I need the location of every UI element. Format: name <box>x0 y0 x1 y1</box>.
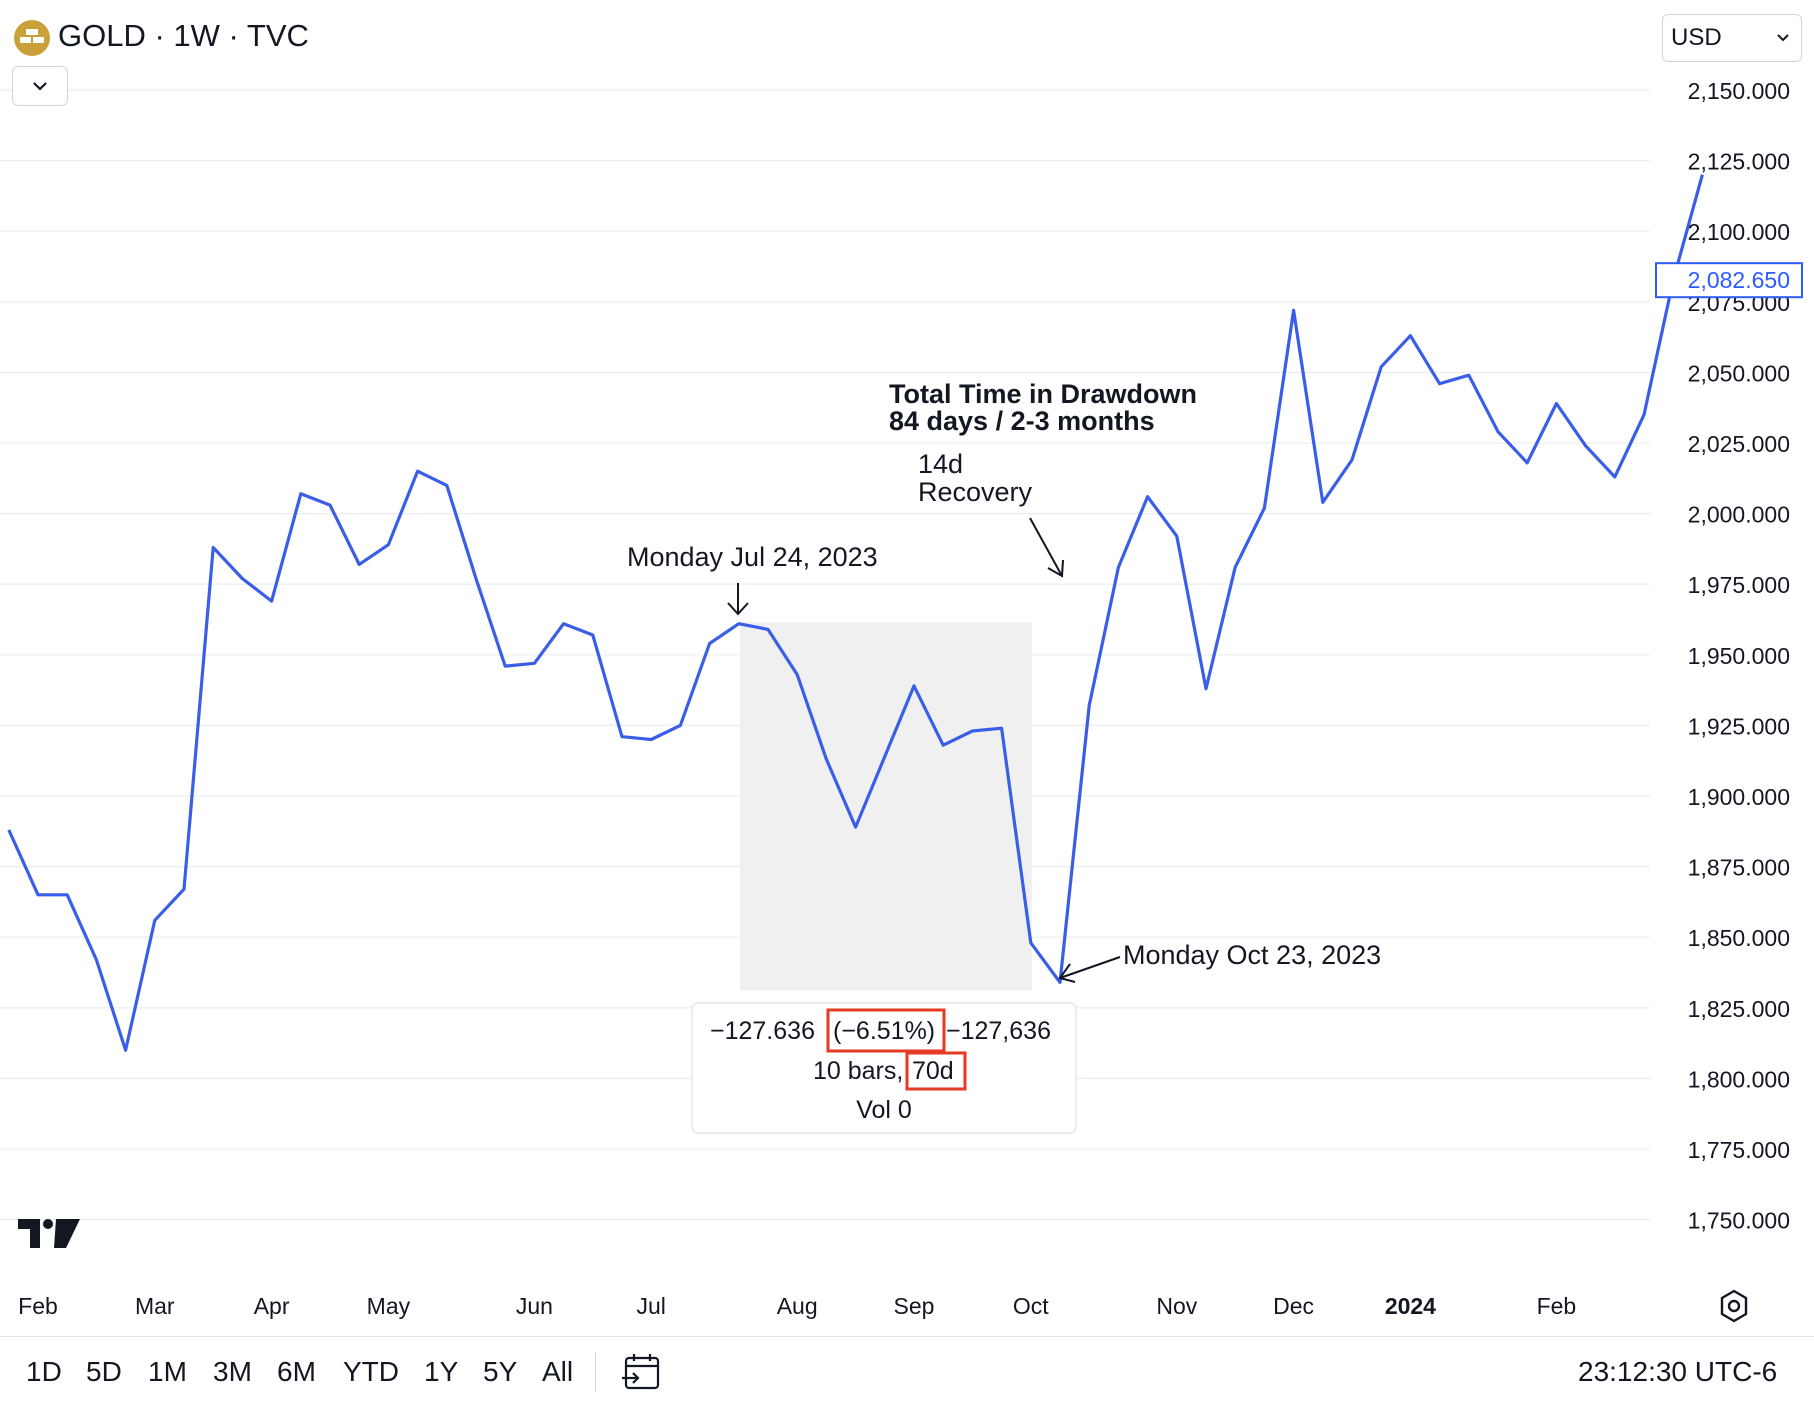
annotation-recovery-days: 14d <box>918 449 963 479</box>
arrow-left-icon <box>1058 956 1121 983</box>
measure-volume: Vol 0 <box>856 1096 912 1124</box>
range-button-5d[interactable]: 5D <box>86 1356 122 1387</box>
y-tick-label: 1,975.000 <box>1688 572 1790 598</box>
x-tick-label: Oct <box>1013 1293 1049 1319</box>
time-axis[interactable]: Feb Mar Apr May Jun Jul Aug Sep Oct Nov Dec 2024 Feb <box>18 1293 1576 1319</box>
measure-tooltip: −127.636 (−6.51%) −127,636 10 bars, 70d … <box>691 1002 1077 1134</box>
arrow-down-icon <box>727 583 749 616</box>
price-series-line <box>7 174 1704 1052</box>
range-button-1y[interactable]: 1Y <box>424 1356 459 1387</box>
x-tick-label: Feb <box>1537 1293 1577 1319</box>
arrow-recovery-icon <box>1029 517 1064 578</box>
annotation-total-title: Total Time in Drawdown <box>889 379 1197 409</box>
y-tick-label: 2,050.000 <box>1688 360 1790 386</box>
annotation-start-date: Monday Jul 24, 2023 <box>627 542 878 572</box>
range-button-6m[interactable]: 6M <box>277 1356 316 1387</box>
measure-change: −127.636 <box>710 1017 815 1045</box>
x-tick-label: May <box>367 1293 411 1319</box>
measure-change-ticks: −127,636 <box>946 1017 1051 1045</box>
annotation-end-date: Monday Oct 23, 2023 <box>1123 940 1381 970</box>
y-tick-label: 1,750.000 <box>1688 1208 1790 1234</box>
annotation-total-value: 84 days / 2-3 months <box>889 406 1155 436</box>
range-button-ytd[interactable]: YTD <box>343 1356 399 1387</box>
tradingview-logo[interactable] <box>18 1216 82 1250</box>
drawdown-range-shade <box>739 622 1032 991</box>
measure-bars: 10 bars, <box>813 1057 903 1085</box>
range-button-all[interactable]: All <box>542 1356 574 1387</box>
calendar-goto-icon[interactable] <box>620 1350 664 1394</box>
x-tick-label: 2024 <box>1385 1293 1436 1319</box>
y-tick-label: 1,950.000 <box>1688 643 1790 669</box>
last-price-tag: 2,082.650 <box>1655 262 1803 299</box>
x-tick-label: Jul <box>636 1293 665 1319</box>
annotation-recovery-label: Recovery <box>918 477 1033 507</box>
chevron-down-icon <box>1777 34 1789 42</box>
y-tick-label: 1,850.000 <box>1688 925 1790 951</box>
range-button-1d[interactable]: 1D <box>26 1356 62 1387</box>
y-tick-label: 1,800.000 <box>1688 1066 1790 1092</box>
collapse-legend-button[interactable] <box>12 66 68 106</box>
range-button-1m[interactable]: 1M <box>148 1356 187 1387</box>
gear-icon[interactable] <box>1716 1288 1752 1324</box>
y-tick-label: 1,925.000 <box>1688 713 1790 739</box>
y-tick-label: 1,825.000 <box>1688 996 1790 1022</box>
x-tick-label: Dec <box>1273 1293 1314 1319</box>
highlight-days-box <box>905 1051 967 1091</box>
chevron-down-icon <box>33 82 47 91</box>
y-tick-label: 2,150.000 <box>1688 78 1790 104</box>
gold-bars-icon <box>14 20 50 56</box>
currency-select[interactable]: USD <box>1662 14 1802 62</box>
y-tick-label: 1,900.000 <box>1688 784 1790 810</box>
x-tick-label: Nov <box>1156 1293 1197 1319</box>
bottom-toolbar <box>0 1336 1814 1408</box>
x-tick-label: Feb <box>18 1293 58 1319</box>
x-tick-label: Apr <box>254 1293 290 1319</box>
y-tick-label: 1,875.000 <box>1688 855 1790 881</box>
y-tick-label: 2,100.000 <box>1688 219 1790 245</box>
measure-change-pct: (−6.51%) <box>833 1017 935 1045</box>
y-tick-label: 2,000.000 <box>1688 502 1790 528</box>
range-button-3m[interactable]: 3M <box>213 1356 252 1387</box>
x-tick-label: Sep <box>894 1293 935 1319</box>
highlight-pct-box <box>826 1008 946 1053</box>
x-tick-label: Jun <box>516 1293 553 1319</box>
measure-days: 70d <box>912 1057 954 1085</box>
symbol-title[interactable]: GOLD · 1W · TVC <box>58 18 309 53</box>
last-price-label: 2,082.650 <box>1688 267 1790 293</box>
range-button-5y[interactable]: 5Y <box>483 1356 518 1387</box>
y-tick-label: 1,775.000 <box>1688 1137 1790 1163</box>
x-tick-label: Aug <box>777 1293 818 1319</box>
currency-value: USD <box>1671 24 1722 51</box>
price-chart[interactable]: 2,150.0002,125.0002,100.0002,075.0002,05… <box>0 0 1814 1336</box>
clock-timezone[interactable]: 23:12:30 UTC-6 <box>1578 1356 1778 1387</box>
x-tick-label: Mar <box>135 1293 175 1319</box>
price-axis[interactable]: 2,150.0002,125.0002,100.0002,075.0002,05… <box>1688 78 1790 1234</box>
y-tick-label: 2,025.000 <box>1688 431 1790 457</box>
y-tick-label: 2,125.000 <box>1688 149 1790 175</box>
toolbar-divider <box>595 1352 596 1392</box>
